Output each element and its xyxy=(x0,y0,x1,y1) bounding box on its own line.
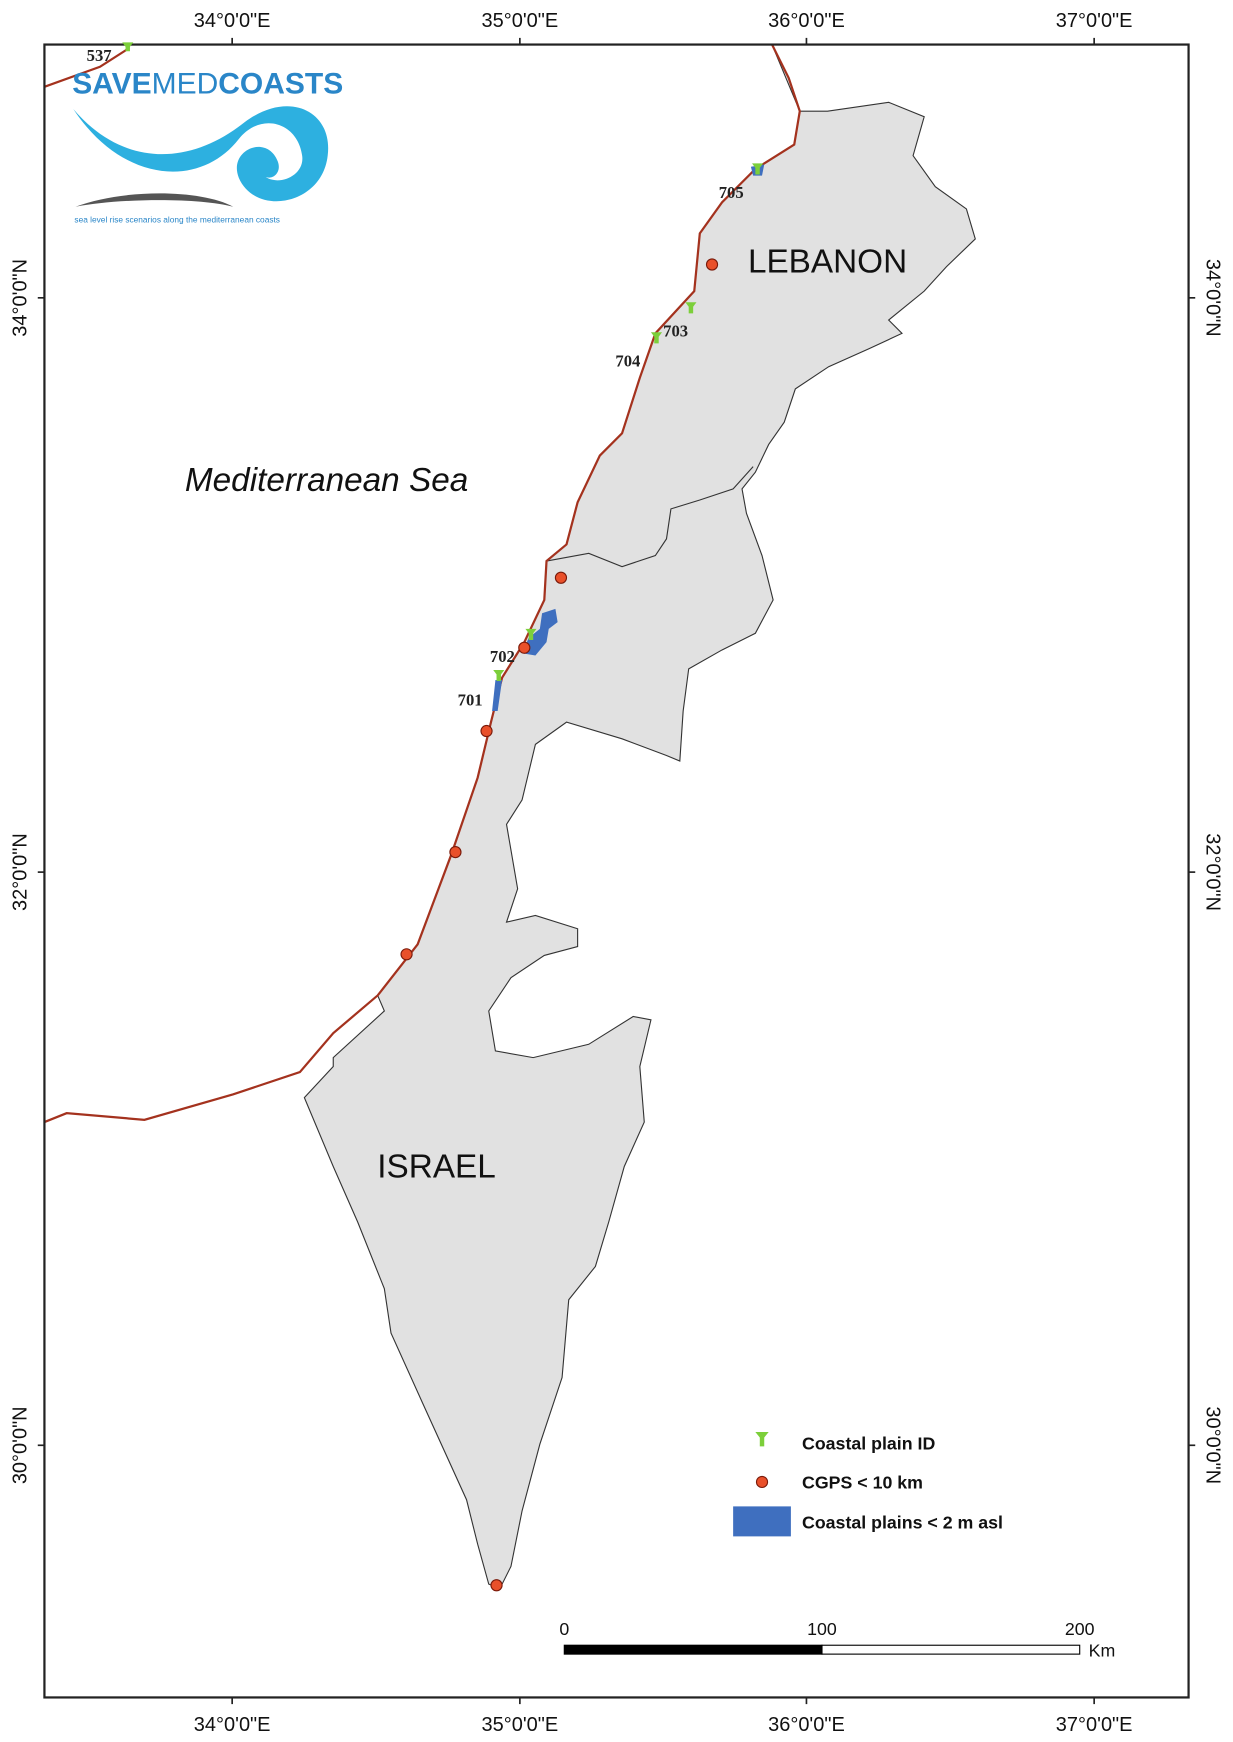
plain-pin xyxy=(685,302,697,314)
plain-id: 702 xyxy=(490,647,515,666)
cgps-marker xyxy=(554,571,568,584)
plain-id: 703 xyxy=(663,322,688,341)
graticule-label: 37°0'0"E xyxy=(1056,10,1133,32)
logo-text: SAVEMEDCOASTS xyxy=(72,67,343,100)
logo-tagline: sea level rise scenarios along the medit… xyxy=(74,214,280,224)
sea-label: Mediterranean Sea xyxy=(185,462,468,499)
cgps-marker xyxy=(518,641,531,654)
cgps-marker xyxy=(705,258,719,271)
logo-coasts: COASTS xyxy=(218,67,343,100)
plain-pins xyxy=(122,42,769,1447)
graticule-label: 34°0'0"E xyxy=(194,1714,271,1736)
graticule-ticks xyxy=(37,37,1196,1705)
plain-id: 705 xyxy=(719,183,744,202)
graticule-label: 37°0'0"E xyxy=(1056,1714,1133,1736)
plain-id: 701 xyxy=(458,690,483,709)
graticule-label: 35°0'0"E xyxy=(482,1714,559,1736)
graticule-label: 30°0'0"N xyxy=(10,1406,32,1484)
border-line xyxy=(546,466,754,568)
cgps-marker xyxy=(400,948,413,961)
logo-wave xyxy=(73,106,329,202)
cgps-marker xyxy=(480,724,493,738)
scale-label: 200 xyxy=(1065,1619,1095,1639)
cgps-markers xyxy=(400,258,769,1592)
coastline xyxy=(44,44,801,1124)
scale-label: 100 xyxy=(807,1619,837,1639)
logo-swoosh xyxy=(75,193,234,207)
graticule-label: 30°0'0"N xyxy=(1201,1406,1223,1484)
cgps-marker xyxy=(449,846,462,859)
plain-pin xyxy=(122,42,134,52)
legend-pin xyxy=(755,1431,769,1447)
logo-save: SAVE xyxy=(72,67,151,100)
graticule-label: 36°0'0"E xyxy=(768,10,845,32)
scale-unit: Km xyxy=(1089,1640,1116,1660)
plain-pin xyxy=(752,163,764,175)
scale-label: 0 xyxy=(559,1619,569,1639)
legend-marker xyxy=(755,1475,769,1489)
graticule-label: 36°0'0"E xyxy=(768,1714,845,1736)
country-label: LEBANON xyxy=(748,243,907,280)
plain-pin xyxy=(650,332,663,344)
country-label: ISRAEL xyxy=(377,1149,496,1186)
coastline xyxy=(44,48,129,88)
graticule-label: 34°0'0"E xyxy=(194,10,271,32)
graticule-label: 34°0'0"N xyxy=(1201,259,1223,337)
plain-id: 704 xyxy=(615,352,641,371)
graticule-label: 34°0'0"N xyxy=(10,259,32,337)
graticule-label: 32°0'0"N xyxy=(10,833,32,911)
map-frame xyxy=(43,43,1190,1699)
graticule-label: 35°0'0"E xyxy=(482,10,559,32)
scale-bar-segment xyxy=(821,1644,1081,1655)
plain-pin xyxy=(525,628,537,640)
logo-med: MED xyxy=(152,67,219,100)
plain-id: 537 xyxy=(87,46,112,65)
legend-label: Coastal plain ID xyxy=(802,1434,935,1454)
legend-label: Coastal plains < 2 m asl xyxy=(802,1513,1003,1533)
scale-bar-segment xyxy=(563,1644,823,1655)
logo: SAVEMEDCOASTS sea level rise scenarios a… xyxy=(72,67,343,224)
cgps-marker xyxy=(490,1579,503,1592)
legend-swatch xyxy=(733,1506,791,1537)
plain-pin xyxy=(493,669,505,682)
legend-label: CGPS < 10 km xyxy=(802,1473,923,1493)
graticule-label: 32°0'0"N xyxy=(1201,833,1223,911)
